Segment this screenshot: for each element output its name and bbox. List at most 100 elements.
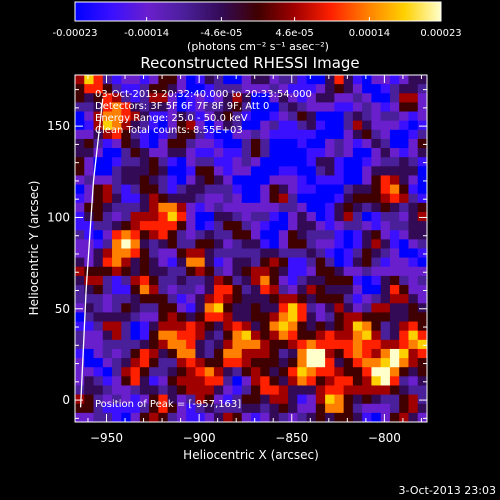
heatmap-cell <box>371 303 382 313</box>
heatmap-cell <box>315 138 326 149</box>
heatmap-cell <box>75 348 85 359</box>
heatmap-cell <box>315 184 326 195</box>
heatmap-cell <box>93 239 104 249</box>
heatmap-cell <box>260 148 270 158</box>
heatmap-cell <box>241 376 252 386</box>
heatmap-cell <box>315 202 326 213</box>
heatmap-cell <box>334 312 345 322</box>
heatmap-cell <box>288 102 298 112</box>
heatmap-cell <box>241 239 252 249</box>
heatmap-cell <box>408 193 419 204</box>
heatmap-cell <box>176 367 187 377</box>
heatmap-cell <box>139 221 150 231</box>
heatmap-cell <box>130 312 141 322</box>
heatmap-cell <box>260 129 270 140</box>
heatmap-cell <box>269 138 280 149</box>
heatmap-cell <box>102 275 113 286</box>
heatmap-cell <box>121 321 131 332</box>
heatmap-cell <box>121 348 131 359</box>
heatmap-cell <box>176 148 187 158</box>
heatmap-cell <box>399 285 409 295</box>
heatmap-cell <box>204 138 215 149</box>
heatmap-cell <box>93 339 104 350</box>
heatmap-cell <box>223 321 233 332</box>
heatmap-cell <box>102 75 113 85</box>
heatmap-cell <box>408 111 419 122</box>
heatmap-cell <box>288 138 298 149</box>
heatmap-cell <box>343 221 354 231</box>
heatmap-cell <box>251 412 261 423</box>
heatmap-cell <box>371 266 382 277</box>
heatmap-cell <box>75 138 85 149</box>
heatmap-cell <box>204 285 215 295</box>
heatmap-cell <box>176 394 187 405</box>
heatmap-cell <box>288 230 298 240</box>
heatmap-cell <box>213 376 224 386</box>
heatmap-cell <box>417 285 428 295</box>
heatmap-cell <box>278 221 289 231</box>
heatmap-cell <box>195 138 206 149</box>
heatmap-cell <box>297 303 307 313</box>
heatmap-cell <box>158 285 169 295</box>
heatmap-cell <box>334 184 345 195</box>
heatmap-cell <box>241 257 252 268</box>
heatmap-cell <box>325 294 335 304</box>
heatmap-cell <box>315 239 326 249</box>
heatmap-cell <box>241 367 252 377</box>
heatmap-cell <box>75 257 85 268</box>
y-axis: 0 50 100 150 <box>47 89 427 419</box>
heatmap-cell <box>213 138 224 149</box>
heatmap-cell <box>121 166 131 176</box>
heatmap-cell <box>417 403 428 414</box>
heatmap-cell <box>297 102 307 112</box>
heatmap-cell <box>112 138 122 149</box>
heatmap-cell <box>371 166 382 176</box>
heatmap-cell <box>399 266 409 277</box>
heatmap-cell <box>389 412 400 423</box>
heatmap-cell <box>102 348 113 359</box>
heatmap-cell <box>343 257 354 268</box>
heatmap-cell <box>93 175 104 185</box>
heatmap-cell <box>158 348 169 359</box>
heatmap-cell <box>213 294 224 304</box>
heatmap-cell <box>223 303 233 313</box>
heatmap-cell <box>139 275 150 286</box>
heatmap-cell <box>84 257 94 268</box>
heatmap-cell <box>195 148 206 158</box>
heatmap-cell <box>186 184 196 195</box>
heatmap-cell <box>112 239 122 249</box>
heatmap-cell <box>362 294 372 304</box>
heatmap-cell <box>269 211 280 222</box>
heatmap-cell <box>186 339 196 350</box>
heatmap-cell <box>149 394 159 405</box>
heatmap-cell <box>352 148 363 158</box>
heatmap-cell <box>176 339 187 350</box>
heatmap-cell <box>343 239 354 249</box>
heatmap-cell <box>130 403 141 414</box>
heatmap-cell <box>352 184 363 195</box>
heatmap-cell <box>75 321 85 332</box>
heatmap-cell <box>380 157 391 167</box>
heatmap-cell <box>380 102 391 112</box>
heatmap-cell <box>102 129 113 140</box>
heatmap-cell <box>260 175 270 185</box>
heatmap-cell <box>195 394 206 405</box>
heatmap-cell <box>417 157 428 167</box>
heatmap-cell <box>325 339 335 350</box>
heatmap-cell <box>334 166 345 176</box>
heatmap-cell <box>121 138 131 149</box>
heatmap-cell <box>149 93 159 103</box>
heatmap-cell <box>93 157 104 167</box>
heatmap-cell <box>241 193 252 204</box>
heatmap-cell <box>195 111 206 122</box>
heatmap-cell <box>269 239 280 249</box>
heatmap-cell <box>362 175 372 185</box>
heatmap-cell <box>269 376 280 386</box>
heatmap-cell <box>213 148 224 158</box>
heatmap-cell <box>306 75 317 85</box>
heatmap-cell <box>149 175 159 185</box>
heatmap-cell <box>130 111 141 122</box>
heatmap-cell <box>139 394 150 405</box>
heatmap-cell <box>352 129 363 140</box>
heatmap-cell <box>362 358 372 368</box>
